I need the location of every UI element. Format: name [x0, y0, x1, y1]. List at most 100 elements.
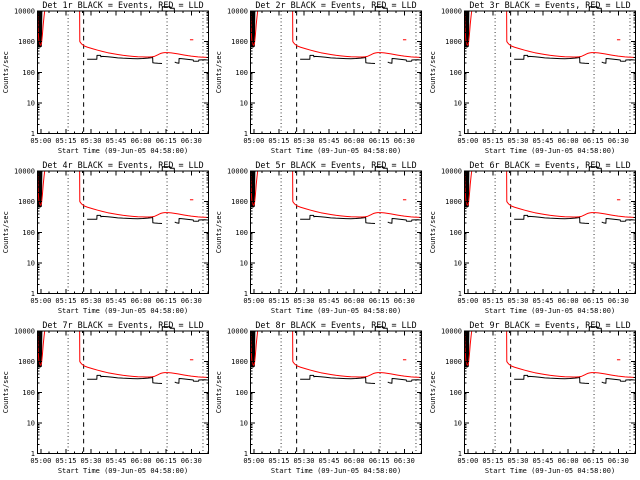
lld-line [250, 10, 422, 59]
y-axis-title: Counts/sec [429, 211, 437, 253]
axis-text: Det 9r BLACK = Events, RED = LLD 1 10 100 10… [429, 320, 631, 475]
x-tick-label: 05:00 [244, 457, 265, 465]
axis-text: Det 2r BLACK = Events, RED = LLD 1 10 100 10… [215, 0, 417, 155]
axis-frame [36, 170, 209, 294]
y-tick-label: 1000 [445, 38, 462, 46]
chart-canvas-5: Det 5r BLACK = Events, RED = LLD 1 10 100 10… [215, 160, 423, 315]
y-tick-label: 100 [449, 229, 462, 237]
x-tick-label: 05:45 [106, 297, 127, 305]
axis-ticks [250, 170, 422, 294]
detector-panel-4: Det 4r BLACK = Events, RED = LLD 1 10 100 10… [0, 160, 213, 320]
x-tick-label: 06:30 [181, 297, 202, 305]
y-axis-title: Counts/sec [215, 51, 223, 93]
events-offscale [588, 166, 602, 172]
x-tick-label: 06:30 [607, 297, 628, 305]
axis-frame [463, 10, 636, 134]
reference-markers [280, 11, 417, 134]
y-tick-label: 10000 [14, 168, 35, 176]
x-tick-label: 05:45 [532, 297, 553, 305]
detector-panel-6: Det 6r BLACK = Events, RED = LLD 1 10 100 10… [427, 160, 640, 320]
x-tick-label: 06:30 [394, 137, 415, 145]
chart-canvas-3: Det 3r BLACK = Events, RED = LLD 1 10 100 10… [429, 0, 636, 155]
events-line [300, 54, 376, 64]
x-tick-label: 05:15 [55, 137, 76, 145]
x-tick-label: 05:15 [269, 297, 290, 305]
axis-text: Det 5r BLACK = Events, RED = LLD 1 10 100 10… [215, 160, 417, 315]
y-tick-label: 1000 [231, 38, 248, 46]
x-axis-title: Start Time (09-Jun-05 04:58:00) [484, 307, 614, 315]
y-axis-title: Counts/sec [215, 371, 223, 413]
y-tick-label: 10 [240, 419, 248, 427]
y-axis-title: Counts/sec [2, 371, 10, 413]
events-offscale-spike [375, 166, 389, 172]
x-tick-label: 06:15 [156, 137, 177, 145]
axis-text: Det 6r BLACK = Events, RED = LLD 1 10 100 10… [429, 160, 631, 315]
y-tick-label: 100 [236, 69, 249, 77]
events-line [513, 374, 589, 384]
x-tick-label: 05:30 [294, 297, 315, 305]
y-tick-label: 1000 [231, 198, 248, 206]
chart-canvas-4: Det 4r BLACK = Events, RED = LLD 1 10 100 10… [2, 160, 209, 315]
y-tick-label: 1 [244, 290, 248, 298]
y-tick-label: 10 [27, 99, 35, 107]
lld-line [463, 170, 636, 219]
events-line [601, 377, 636, 384]
y-axis-title: Counts/sec [215, 211, 223, 253]
panel-title: Det 6r BLACK = Events, RED = LLD [469, 160, 630, 170]
x-tick-label: 05:15 [55, 297, 76, 305]
chart-canvas-1: Det 1r BLACK = Events, RED = LLD 1 10 100 10… [2, 0, 209, 155]
x-axis-title: Start Time (09-Jun-05 04:58:00) [484, 147, 614, 155]
plot-border [463, 170, 636, 294]
y-tick-label: 1 [31, 450, 35, 458]
y-tick-label: 10 [27, 259, 35, 267]
x-tick-label: 05:30 [80, 137, 101, 145]
events-offscale [161, 166, 175, 172]
x-tick-label: 05:45 [106, 457, 127, 465]
events-offscale-spike [161, 166, 175, 172]
events-offscale [375, 6, 389, 12]
x-tick-label: 06:30 [394, 297, 415, 305]
detector-panel-5: Det 5r BLACK = Events, RED = LLD 1 10 100 10… [213, 160, 426, 320]
x-tick-label: 05:30 [80, 457, 101, 465]
y-tick-label: 100 [449, 69, 462, 77]
events-offscale-spike [161, 326, 175, 332]
y-axis-title: Counts/sec [429, 371, 437, 413]
events-offscale [161, 326, 175, 332]
x-tick-label: 05:00 [244, 297, 265, 305]
x-tick-label: 05:45 [319, 457, 340, 465]
detector-panel-9: Det 9r BLACK = Events, RED = LLD 1 10 100 10… [427, 320, 640, 480]
events-line [87, 374, 163, 384]
y-tick-label: 1 [244, 130, 248, 138]
plot-border [36, 330, 209, 454]
y-tick-label: 1000 [18, 198, 35, 206]
detector-panel-8: Det 8r BLACK = Events, RED = LLD 1 10 100 10… [213, 320, 426, 480]
detector-panel-1: Det 1r BLACK = Events, RED = LLD 1 10 100 10… [0, 0, 213, 160]
axis-frame [463, 330, 636, 454]
x-tick-label: 05:30 [507, 137, 528, 145]
axis-frame [36, 10, 209, 134]
x-tick-label: 05:30 [294, 137, 315, 145]
x-tick-label: 05:00 [30, 137, 51, 145]
y-tick-label: 10000 [227, 328, 248, 336]
events-line [174, 57, 209, 64]
panel-title: Det 1r BLACK = Events, RED = LLD [42, 0, 203, 10]
events-line [387, 57, 422, 64]
y-tick-label: 1 [244, 450, 248, 458]
panel-title: Det 4r BLACK = Events, RED = LLD [42, 160, 203, 170]
x-tick-label: 06:00 [131, 297, 152, 305]
events-offscale [375, 326, 389, 332]
axis-ticks [464, 330, 636, 454]
reference-markers [280, 331, 417, 454]
axis-frame [250, 330, 423, 454]
lld-line [250, 330, 422, 379]
x-axis-title: Start Time (09-Jun-05 04:58:00) [484, 467, 614, 475]
x-tick-label: 05:00 [457, 457, 478, 465]
y-tick-label: 10 [453, 419, 461, 427]
reference-markers [494, 11, 631, 134]
x-tick-label: 06:15 [582, 297, 603, 305]
events-line [174, 377, 209, 384]
x-tick-label: 06:30 [181, 457, 202, 465]
x-tick-label: 05:00 [457, 137, 478, 145]
y-tick-label: 10000 [441, 8, 462, 16]
